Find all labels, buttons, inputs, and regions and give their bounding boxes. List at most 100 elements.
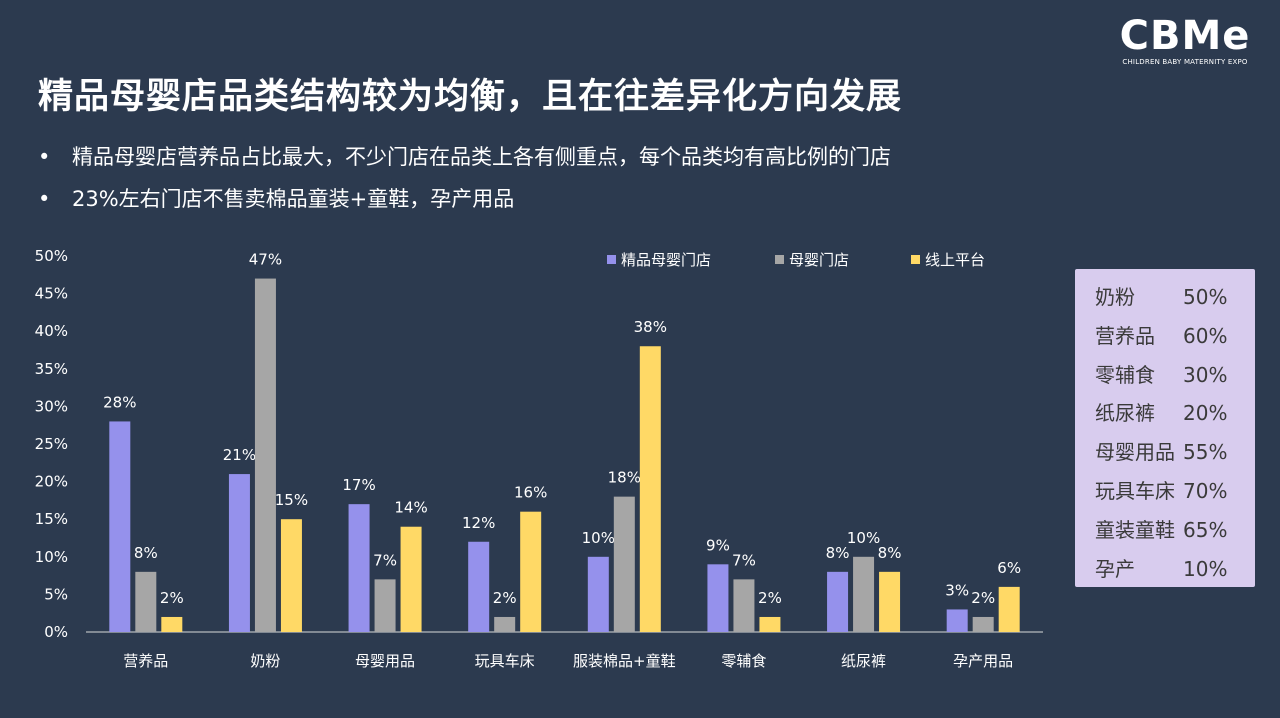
x-tick-label: 零辅食 [721,652,766,670]
bullet-text: 精品母婴店营养品占比最大，不少门店在品类上各有侧重点，每个品类均有高比例的门店 [72,145,891,169]
data-label: 2% [971,589,995,607]
bar-3 [161,616,183,632]
y-tick-label: 50% [35,247,68,265]
side-panel-category: 奶粉 [1095,285,1135,309]
side-panel-category: 营养品 [1095,323,1155,348]
side-panel-value: 55% [1183,440,1228,465]
side-panel-value: 30% [1183,362,1228,387]
data-label: 6% [997,559,1021,577]
data-label: 16% [514,484,547,502]
category-share-panel: 奶粉 50% 营养品 60% 零辅食 30% 纸尿裤 20% 母婴用品 55% 玩具车床 70% 童装童… [1075,269,1255,587]
bar-2 [374,579,396,632]
y-tick-label: 5% [44,585,68,603]
side-panel-row: 奶粉 50% [1095,279,1255,318]
legend-swatch [911,255,920,264]
data-label: 8% [878,544,902,562]
side-panel-row: 玩具车床 70% [1095,473,1255,512]
y-tick-label: 25% [35,435,68,453]
side-panel-value: 60% [1183,323,1228,348]
data-label: 17% [342,476,375,494]
y-tick-label: 40% [35,322,68,340]
slide-title: 精品母婴店品类结构较为均衡，且在往差异化方向发展 [38,77,903,117]
bar-1 [827,571,849,632]
bar-1 [946,609,968,632]
bar-2 [853,556,875,632]
data-label: 7% [373,551,397,569]
bar-1 [587,556,609,632]
logo-mark: CBMe [1119,13,1251,59]
y-tick-label: 10% [35,548,68,566]
bar-3 [520,511,542,632]
y-tick-label: 20% [35,473,68,491]
bar-2 [254,278,276,632]
x-tick-label: 营养品 [123,652,168,670]
side-panel-value: 70% [1183,478,1228,503]
data-label: 14% [394,499,427,517]
bar-3 [280,519,302,632]
side-panel-row: 零辅食 30% [1095,357,1255,396]
side-panel-category: 玩具车床 [1095,478,1175,503]
data-label: 8% [134,544,158,562]
bar-2 [613,496,635,632]
legend-swatch [607,255,616,264]
bar-3 [639,346,661,632]
x-tick-label: 奶粉 [250,652,280,670]
side-panel-category: 孕产 [1095,556,1135,581]
bar-3 [998,586,1020,632]
bar-1 [228,474,250,632]
x-tick-label: 服装棉品+童鞋 [573,652,676,670]
data-label: 15% [275,491,308,509]
data-label: 8% [826,544,850,562]
side-panel-value: 20% [1183,401,1228,426]
side-panel-category: 童装童鞋 [1095,517,1175,542]
data-label: 3% [945,581,969,599]
bar-2 [972,616,994,632]
data-label: 28% [103,393,136,411]
data-label: 2% [758,589,782,607]
bullet-marker: • [38,187,51,211]
logo-subtitle: CHILDREN BABY MATERNITY EXPO [1122,58,1248,66]
bar-1 [348,504,370,632]
bar-3 [400,526,422,632]
data-label: 7% [732,551,756,569]
y-tick-label: 0% [44,623,68,641]
legend-label: 线上平台 [925,251,985,269]
bullet-item: • 精品母婴店营养品占比最大，不少门店在品类上各有侧重点，每个品类均有高比例的门店 [38,136,891,178]
data-label: 2% [493,589,517,607]
data-label: 10% [582,529,615,547]
side-panel-category: 纸尿裤 [1095,401,1155,426]
bar-2 [135,571,157,632]
side-panel-value: 10% [1183,556,1228,581]
x-tick-label: 母婴用品 [355,652,415,670]
x-tick-label: 孕产用品 [953,652,1013,670]
y-tick-label: 35% [35,360,68,378]
bullet-marker: • [38,145,51,169]
bar-1 [109,421,131,632]
data-label: 18% [608,469,641,487]
side-panel-category: 零辅食 [1095,362,1155,387]
data-label: 9% [706,536,730,554]
bar-1 [707,564,729,632]
y-tick-label: 30% [35,397,68,415]
legend-label: 母婴门店 [789,251,849,269]
side-panel-row: 营养品 60% [1095,318,1255,357]
legend-swatch [775,255,784,264]
data-label: 12% [462,514,495,532]
x-tick-label: 纸尿裤 [841,652,886,670]
y-tick-label: 15% [35,510,68,528]
bar-3 [879,571,901,632]
side-panel-row: 母婴用品 55% [1095,434,1255,473]
side-panel-value: 65% [1183,517,1228,542]
y-tick-label: 45% [35,285,68,303]
data-label: 47% [249,251,282,269]
x-tick-label: 玩具车床 [475,652,535,670]
side-panel-row: 孕产 10% [1095,551,1255,590]
side-panel-row: 童装童鞋 65% [1095,512,1255,551]
bar-3 [759,616,781,632]
bullet-list: • 精品母婴店营养品占比最大，不少门店在品类上各有侧重点，每个品类均有高比例的门店… [38,136,891,220]
data-label: 10% [847,529,880,547]
bullet-item: • 23%左右门店不售卖棉品童装+童鞋，孕产用品 [38,178,891,220]
bullet-text: 23%左右门店不售卖棉品童装+童鞋，孕产用品 [72,187,515,211]
data-label: 38% [634,318,667,336]
